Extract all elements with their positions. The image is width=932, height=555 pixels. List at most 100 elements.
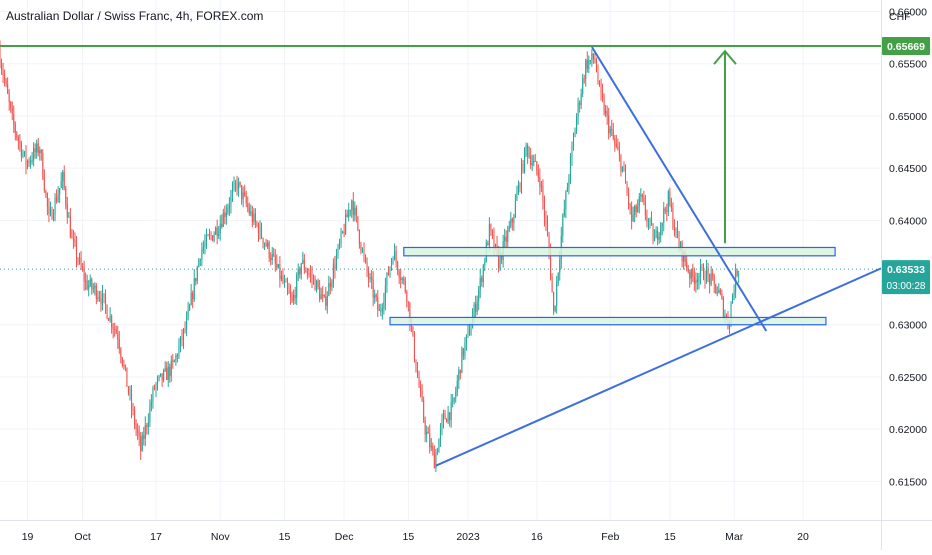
candle-body — [617, 146, 619, 150]
time-tick-label: 19 — [22, 531, 34, 543]
candle-body — [253, 213, 255, 223]
candle-body — [446, 419, 448, 423]
candle-body — [68, 216, 70, 218]
candle-body — [551, 277, 553, 293]
candle-body — [465, 334, 467, 343]
candle-body — [137, 429, 139, 434]
candle-body — [216, 227, 218, 237]
candle-body — [505, 236, 507, 242]
candle-body — [470, 328, 472, 336]
candle-body — [566, 187, 568, 192]
candle-body — [722, 298, 724, 317]
candle-body — [169, 366, 171, 377]
candle-body — [106, 305, 108, 319]
candle-body — [447, 412, 449, 423]
candle-body — [328, 283, 330, 297]
candle-body — [92, 288, 94, 290]
candle-body — [612, 130, 614, 139]
candle-body — [144, 425, 146, 439]
candle-body — [383, 301, 385, 309]
candle-body — [418, 376, 420, 387]
candle-body — [678, 238, 680, 248]
candle-body — [361, 249, 363, 251]
candle-body — [528, 155, 530, 157]
candle-body — [658, 235, 660, 240]
candle-body — [719, 289, 721, 294]
candle-body — [629, 204, 631, 207]
candle-body — [689, 272, 691, 279]
candle-body — [163, 370, 165, 381]
candle-body — [234, 182, 237, 184]
candle-body — [56, 197, 58, 202]
candle-body — [374, 294, 376, 298]
candle-body — [368, 271, 370, 280]
candle-body — [363, 249, 365, 256]
candle-body — [259, 226, 261, 236]
candle-body — [366, 261, 368, 272]
candle-body — [565, 191, 567, 209]
candle-body — [357, 216, 359, 230]
candle-body — [239, 181, 241, 186]
candle-body — [26, 160, 29, 166]
candle-body — [516, 193, 518, 201]
candle-body — [461, 348, 463, 374]
candle-body — [316, 280, 318, 291]
target-price-label: 0.65669 — [887, 41, 925, 53]
candle-body — [456, 380, 458, 392]
candle-body — [152, 388, 154, 403]
candle-body — [267, 242, 269, 247]
candle-body — [585, 59, 587, 80]
candle-body — [251, 211, 253, 223]
candle-body — [614, 138, 616, 144]
candle-body — [352, 200, 354, 215]
candle-body — [568, 178, 570, 188]
candle-body — [693, 276, 695, 284]
candle-body — [8, 93, 10, 103]
candle-body — [204, 243, 206, 248]
candle-body — [395, 251, 397, 262]
candle-body — [493, 234, 495, 249]
candle-body — [657, 230, 659, 240]
candle-body — [213, 234, 215, 241]
candle-body — [481, 277, 483, 283]
candle-body — [127, 386, 130, 394]
candle-body — [540, 185, 542, 187]
candle-body — [184, 328, 186, 330]
candle-body — [375, 294, 377, 298]
candle-body — [132, 409, 134, 411]
candle-body — [65, 187, 67, 205]
candle-body — [624, 170, 627, 184]
candle-body — [577, 102, 579, 117]
candle-body — [17, 137, 19, 141]
candle-body — [126, 367, 128, 387]
candle-body — [98, 297, 100, 299]
candle-body — [66, 204, 68, 218]
candle-body — [592, 53, 594, 60]
candle-body — [580, 94, 582, 106]
candle-body — [644, 202, 646, 216]
candle-body — [193, 278, 195, 300]
candle-body — [23, 151, 26, 154]
uptrend-line — [435, 267, 882, 467]
candle-body — [28, 160, 30, 164]
candle-body — [332, 264, 334, 282]
candle-body — [582, 78, 584, 95]
candle-body — [227, 207, 229, 213]
candle-body — [649, 219, 651, 221]
candle-body — [241, 185, 243, 200]
candle-body — [511, 218, 513, 223]
candle-body — [646, 215, 648, 222]
candle-body — [78, 257, 81, 262]
candle-body — [650, 219, 653, 225]
candle-body — [730, 302, 732, 322]
candle-body — [372, 280, 374, 298]
candle-body — [664, 208, 666, 211]
candle-body — [201, 250, 203, 260]
candle-body — [713, 276, 715, 284]
candle-body — [335, 255, 337, 270]
candle-body — [49, 208, 52, 214]
time-tick-label: 2023 — [456, 531, 480, 543]
candle-body — [161, 373, 163, 381]
